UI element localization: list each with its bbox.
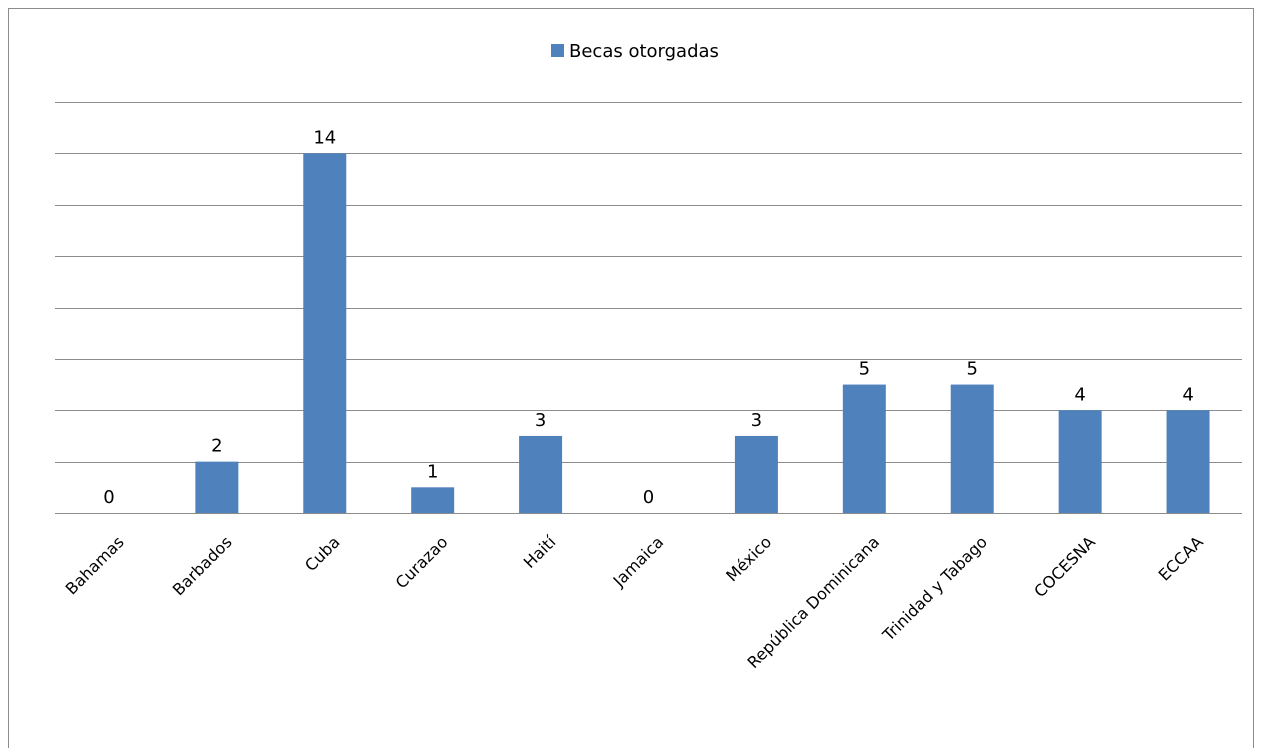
bar-cuba <box>303 153 346 513</box>
bar-m-xico <box>735 436 778 513</box>
legend-swatch <box>551 44 564 57</box>
category-label: Trinidad y Tabago <box>878 532 991 645</box>
data-label: 5 <box>859 359 870 380</box>
category-label: Jamaica <box>609 532 668 591</box>
data-label: 0 <box>643 487 654 508</box>
bar-trinidad-y-tabago <box>951 385 994 513</box>
category-label: Barbados <box>169 532 236 599</box>
category-label: Cuba <box>301 532 344 575</box>
bar-chart: 0 2 14 1 3 0 3 5 5 4 4 Bahamas Barbados Cuba Curazao H… <box>0 0 1262 733</box>
bar-cocesna <box>1059 410 1102 513</box>
category-label: Bahamas <box>62 532 128 598</box>
data-label: 1 <box>427 461 438 482</box>
bar-rep-blica-dominicana <box>843 385 886 513</box>
category-label: COCESNA <box>1030 532 1099 601</box>
legend: Becas otorgadas <box>551 41 719 62</box>
data-label: 4 <box>1074 384 1085 405</box>
data-labels: 0 2 14 1 3 0 3 5 5 4 4 <box>103 127 1194 508</box>
bar-eccaa <box>1167 410 1210 513</box>
category-label: Curazao <box>392 532 452 592</box>
bar-barbados <box>195 462 238 513</box>
category-label: Haití <box>520 532 560 572</box>
data-label: 4 <box>1182 384 1193 405</box>
data-label: 0 <box>103 487 114 508</box>
category-label: ECCAA <box>1155 532 1207 584</box>
bar-hait- <box>519 436 562 513</box>
bars <box>195 153 1209 513</box>
data-label: 3 <box>535 410 546 431</box>
category-label: México <box>722 532 775 585</box>
data-label: 14 <box>313 127 336 148</box>
data-label: 2 <box>211 436 222 457</box>
bar-curazao <box>411 487 454 513</box>
legend-label: Becas otorgadas <box>569 41 719 62</box>
data-label: 3 <box>751 410 762 431</box>
category-labels: Bahamas Barbados Cuba Curazao Haití Jamaica Mé… <box>62 532 1207 672</box>
data-label: 5 <box>967 359 978 380</box>
